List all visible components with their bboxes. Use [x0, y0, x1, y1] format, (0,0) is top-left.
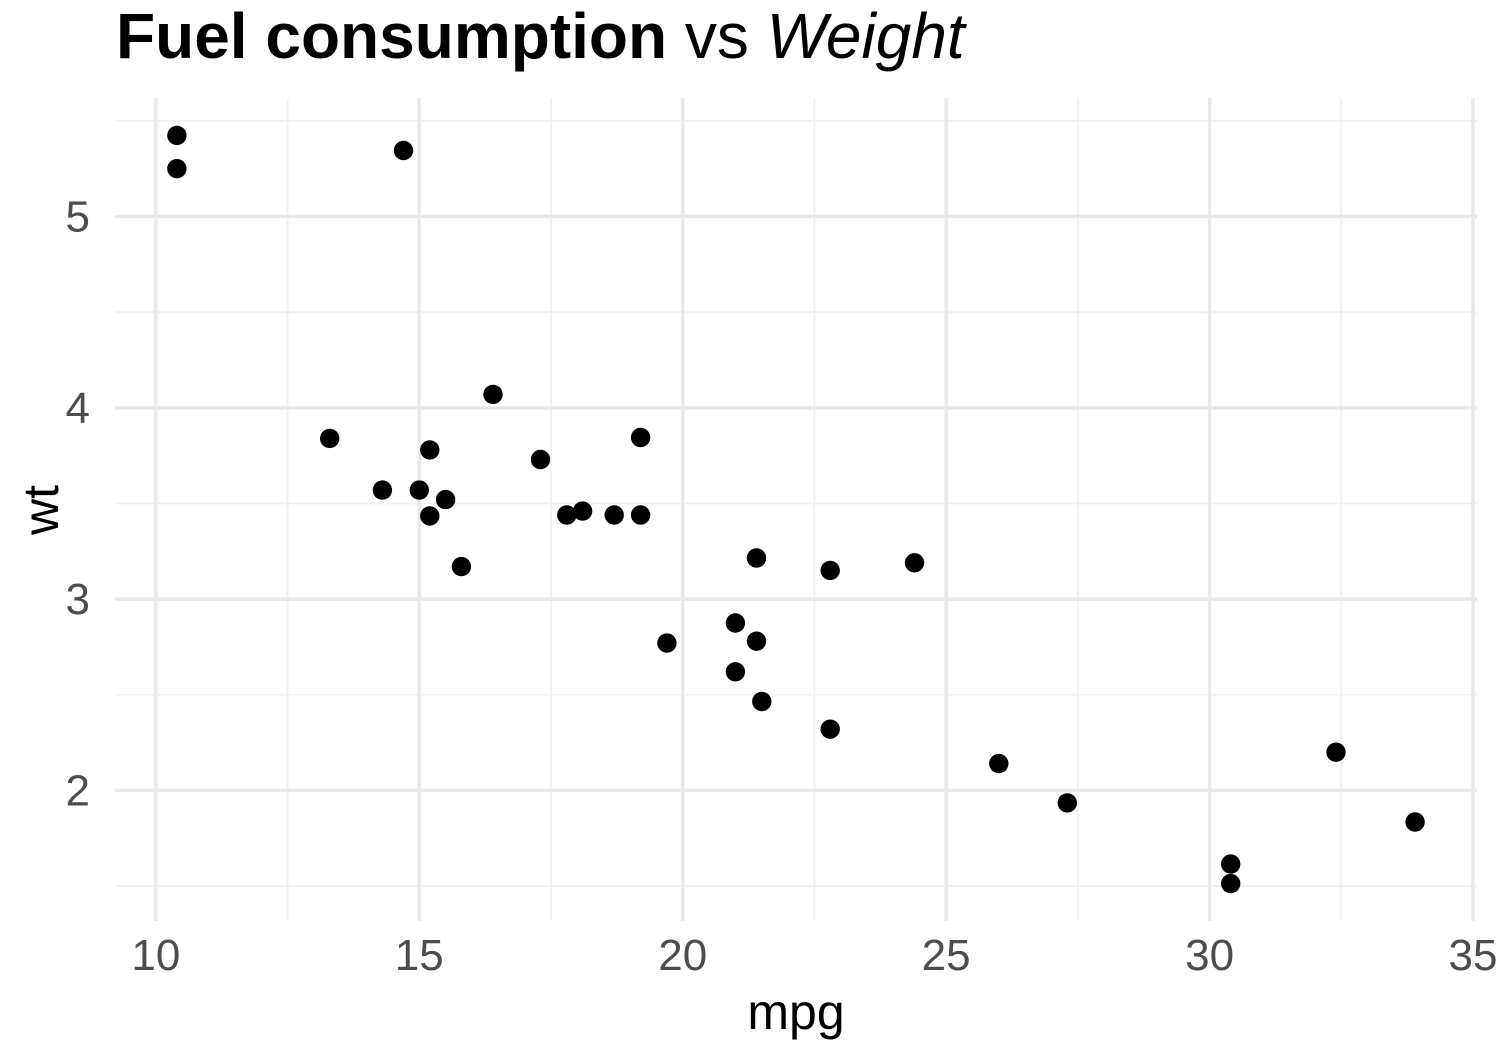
x-tick-label: 10	[131, 931, 180, 980]
data-point	[746, 631, 767, 651]
data-point	[557, 505, 577, 525]
data-point	[320, 428, 340, 449]
data-point	[989, 753, 1009, 774]
x-tick-label: 25	[922, 931, 971, 980]
y-tick-label: 3	[66, 575, 90, 624]
data-point	[409, 480, 429, 500]
data-point	[820, 560, 840, 581]
x-axis-title: mpg	[747, 984, 845, 1040]
data-point	[657, 633, 677, 653]
y-tick-label: 2	[66, 766, 90, 815]
data-point	[604, 505, 624, 525]
data-point	[752, 691, 772, 712]
data-point	[820, 719, 840, 739]
x-tick-label: 20	[658, 931, 707, 980]
data-point	[530, 449, 551, 470]
data-point	[904, 553, 925, 573]
data-point	[725, 613, 746, 633]
data-point	[1221, 873, 1241, 894]
data-point	[572, 501, 593, 521]
data-point	[725, 662, 746, 682]
chart-title-bold-segment: Fuel consumption	[116, 0, 668, 72]
y-tick-label: 5	[66, 193, 90, 242]
x-tick-label: 15	[395, 931, 444, 980]
data-point	[746, 548, 767, 568]
data-point	[630, 505, 651, 525]
x-tick-label: 30	[1185, 931, 1234, 980]
chart-title-italic-segment: Weight	[766, 0, 965, 72]
data-point	[451, 556, 472, 577]
chart-title-plain-segment: vs	[667, 0, 767, 72]
data-point	[167, 125, 187, 146]
data-point	[372, 480, 393, 500]
chart-title: Fuel consumption vs Weight	[116, 4, 965, 68]
y-tick-label: 4	[66, 384, 90, 433]
data-point	[420, 440, 440, 460]
data-point	[630, 427, 651, 448]
data-point	[393, 140, 414, 161]
data-point	[420, 506, 440, 526]
data-point	[167, 159, 187, 179]
data-point	[483, 384, 503, 405]
data-point	[1405, 812, 1425, 832]
data-point	[1221, 854, 1241, 874]
data-point	[1326, 742, 1346, 762]
data-point	[435, 489, 456, 510]
x-tick-label: 35	[1449, 931, 1498, 980]
data-point	[1057, 793, 1078, 813]
y-axis-title: wt	[13, 485, 69, 535]
